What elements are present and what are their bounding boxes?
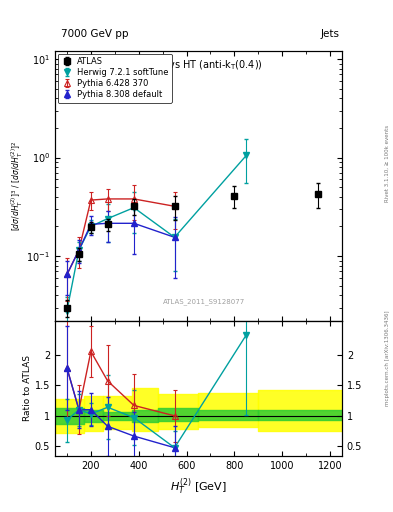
X-axis label: $H_T^{(2)}$ [GeV]: $H_T^{(2)}$ [GeV] bbox=[170, 476, 227, 497]
Text: mcplots.cern.ch [arXiv:1306.3436]: mcplots.cern.ch [arXiv:1306.3436] bbox=[385, 311, 390, 406]
Text: ATLAS_2011_S9128077: ATLAS_2011_S9128077 bbox=[163, 298, 245, 305]
Y-axis label: $[d\sigma/dH_T^{(2)}]^3$ / $[d\sigma/dH_T^{(2)}]^2$: $[d\sigma/dH_T^{(2)}]^3$ / $[d\sigma/dH_… bbox=[9, 141, 25, 231]
Text: R32 vs HT (anti-k$_\mathrm{T}$(0.4)): R32 vs HT (anti-k$_\mathrm{T}$(0.4)) bbox=[146, 58, 263, 72]
Text: Rivet 3.1.10, ≥ 100k events: Rivet 3.1.10, ≥ 100k events bbox=[385, 125, 390, 202]
Text: Jets: Jets bbox=[321, 29, 340, 39]
Legend: ATLAS, Herwig 7.2.1 softTune, Pythia 6.428 370, Pythia 8.308 default: ATLAS, Herwig 7.2.1 softTune, Pythia 6.4… bbox=[57, 54, 171, 102]
Text: 7000 GeV pp: 7000 GeV pp bbox=[61, 29, 129, 39]
Y-axis label: Ratio to ATLAS: Ratio to ATLAS bbox=[23, 355, 32, 421]
